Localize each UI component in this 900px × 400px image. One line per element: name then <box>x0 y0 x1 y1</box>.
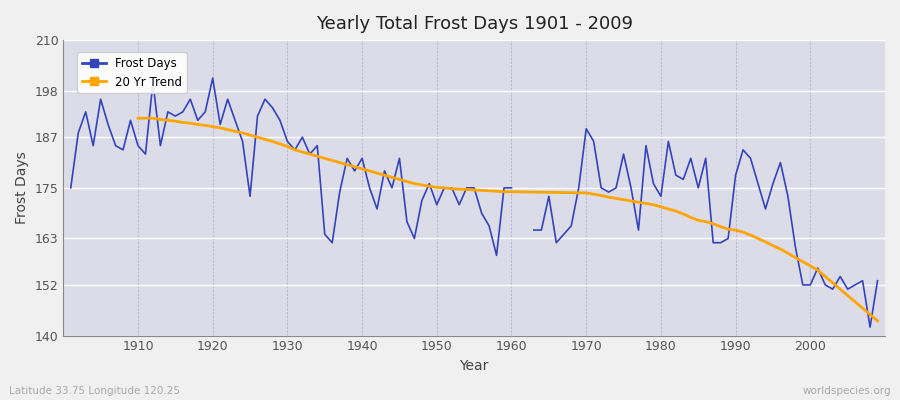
X-axis label: Year: Year <box>460 359 489 373</box>
Y-axis label: Frost Days: Frost Days <box>15 152 29 224</box>
Legend: Frost Days, 20 Yr Trend: Frost Days, 20 Yr Trend <box>77 52 187 93</box>
Text: Latitude 33.75 Longitude 120.25: Latitude 33.75 Longitude 120.25 <box>9 386 180 396</box>
Title: Yearly Total Frost Days 1901 - 2009: Yearly Total Frost Days 1901 - 2009 <box>316 15 633 33</box>
Text: worldspecies.org: worldspecies.org <box>803 386 891 396</box>
